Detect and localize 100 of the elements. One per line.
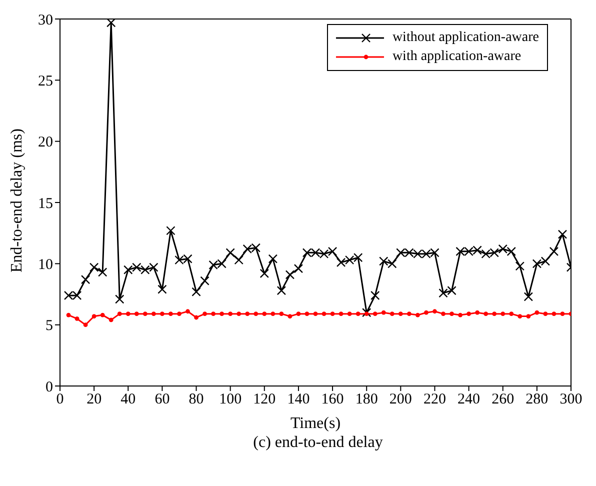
point (117, 312, 122, 316)
x-tick-label: 260 (492, 392, 514, 408)
x-tick-label: 220 (423, 392, 446, 408)
text: (c) end-to-end delay (252, 434, 384, 452)
point (484, 312, 488, 316)
point (66, 312, 71, 318)
point (432, 309, 437, 314)
point (558, 230, 568, 239)
point (406, 312, 412, 316)
x-tick-label: 240 (458, 392, 480, 408)
point (526, 314, 531, 318)
point (220, 312, 224, 316)
point (254, 312, 258, 316)
x-tick-label: 60 (154, 392, 170, 408)
point (186, 309, 190, 314)
x-tick-label: 0 (56, 392, 64, 408)
point (108, 318, 114, 322)
point (381, 310, 386, 315)
point (515, 262, 524, 271)
point (356, 312, 360, 316)
point (500, 312, 506, 316)
point (492, 312, 497, 316)
point (126, 312, 130, 316)
point (98, 268, 108, 277)
x-tick-label: 140 (287, 392, 310, 408)
point (194, 315, 198, 320)
point (518, 314, 522, 318)
y-tick-label: 15 (38, 196, 53, 212)
y-tick-label: 20 (38, 134, 53, 151)
point (458, 312, 462, 318)
point (370, 290, 380, 300)
point (398, 312, 403, 316)
point (142, 312, 148, 316)
point (475, 310, 480, 315)
x-tick-label: 20 (86, 392, 102, 408)
point (260, 268, 269, 278)
point (294, 264, 304, 274)
point (279, 312, 284, 316)
point (177, 312, 182, 316)
y-tick-label: 10 (38, 256, 53, 273)
point (158, 284, 167, 294)
point (543, 312, 548, 316)
x-tick-label: 180 (355, 392, 378, 408)
point (296, 312, 301, 316)
x-axis-title: Time(s) (290, 415, 341, 432)
y-tick-label: 0 (46, 379, 53, 396)
x-tick-label: 100 (219, 392, 242, 408)
point (236, 312, 242, 316)
point (83, 322, 88, 328)
point (390, 312, 394, 316)
point (92, 314, 96, 318)
point (200, 276, 210, 286)
y-tick-label: 25 (38, 73, 53, 90)
point (80, 274, 90, 284)
point (74, 316, 80, 321)
point (268, 254, 278, 264)
legend-label: without application-aware (392, 30, 539, 46)
point (226, 248, 235, 258)
point (509, 312, 514, 316)
point (262, 312, 267, 316)
point (270, 312, 276, 316)
x-tick-label: 40 (120, 392, 136, 408)
point (549, 246, 559, 256)
point (160, 312, 164, 316)
point (362, 308, 372, 318)
point (228, 312, 233, 316)
x-tick-label: 160 (321, 392, 344, 408)
point (304, 312, 310, 316)
x-tick-label: 120 (253, 392, 276, 408)
point (338, 312, 344, 316)
point (524, 292, 534, 302)
point (202, 312, 207, 316)
point (534, 310, 540, 315)
point (552, 312, 556, 316)
point (245, 312, 250, 316)
point (322, 312, 326, 316)
point (89, 262, 99, 272)
point (192, 287, 201, 296)
point (424, 310, 428, 315)
point (115, 294, 124, 304)
y-axis-title: End-to-end delay (ms) (8, 128, 26, 272)
point (106, 19, 116, 28)
point (364, 312, 369, 316)
point (168, 312, 173, 316)
legend-label: with application-aware (392, 49, 522, 65)
point (211, 312, 216, 316)
x-tick-label: 80 (188, 392, 204, 408)
point (466, 312, 471, 316)
y-tick-label: 5 (46, 318, 53, 334)
x-tick-label: 200 (389, 392, 412, 408)
x-tick-label: 280 (526, 392, 548, 408)
point (372, 312, 378, 316)
point (330, 312, 335, 316)
point (347, 312, 352, 316)
point (151, 312, 156, 316)
point (416, 312, 420, 318)
point (100, 312, 105, 318)
point (276, 286, 286, 296)
point (313, 312, 318, 316)
point (441, 312, 446, 316)
